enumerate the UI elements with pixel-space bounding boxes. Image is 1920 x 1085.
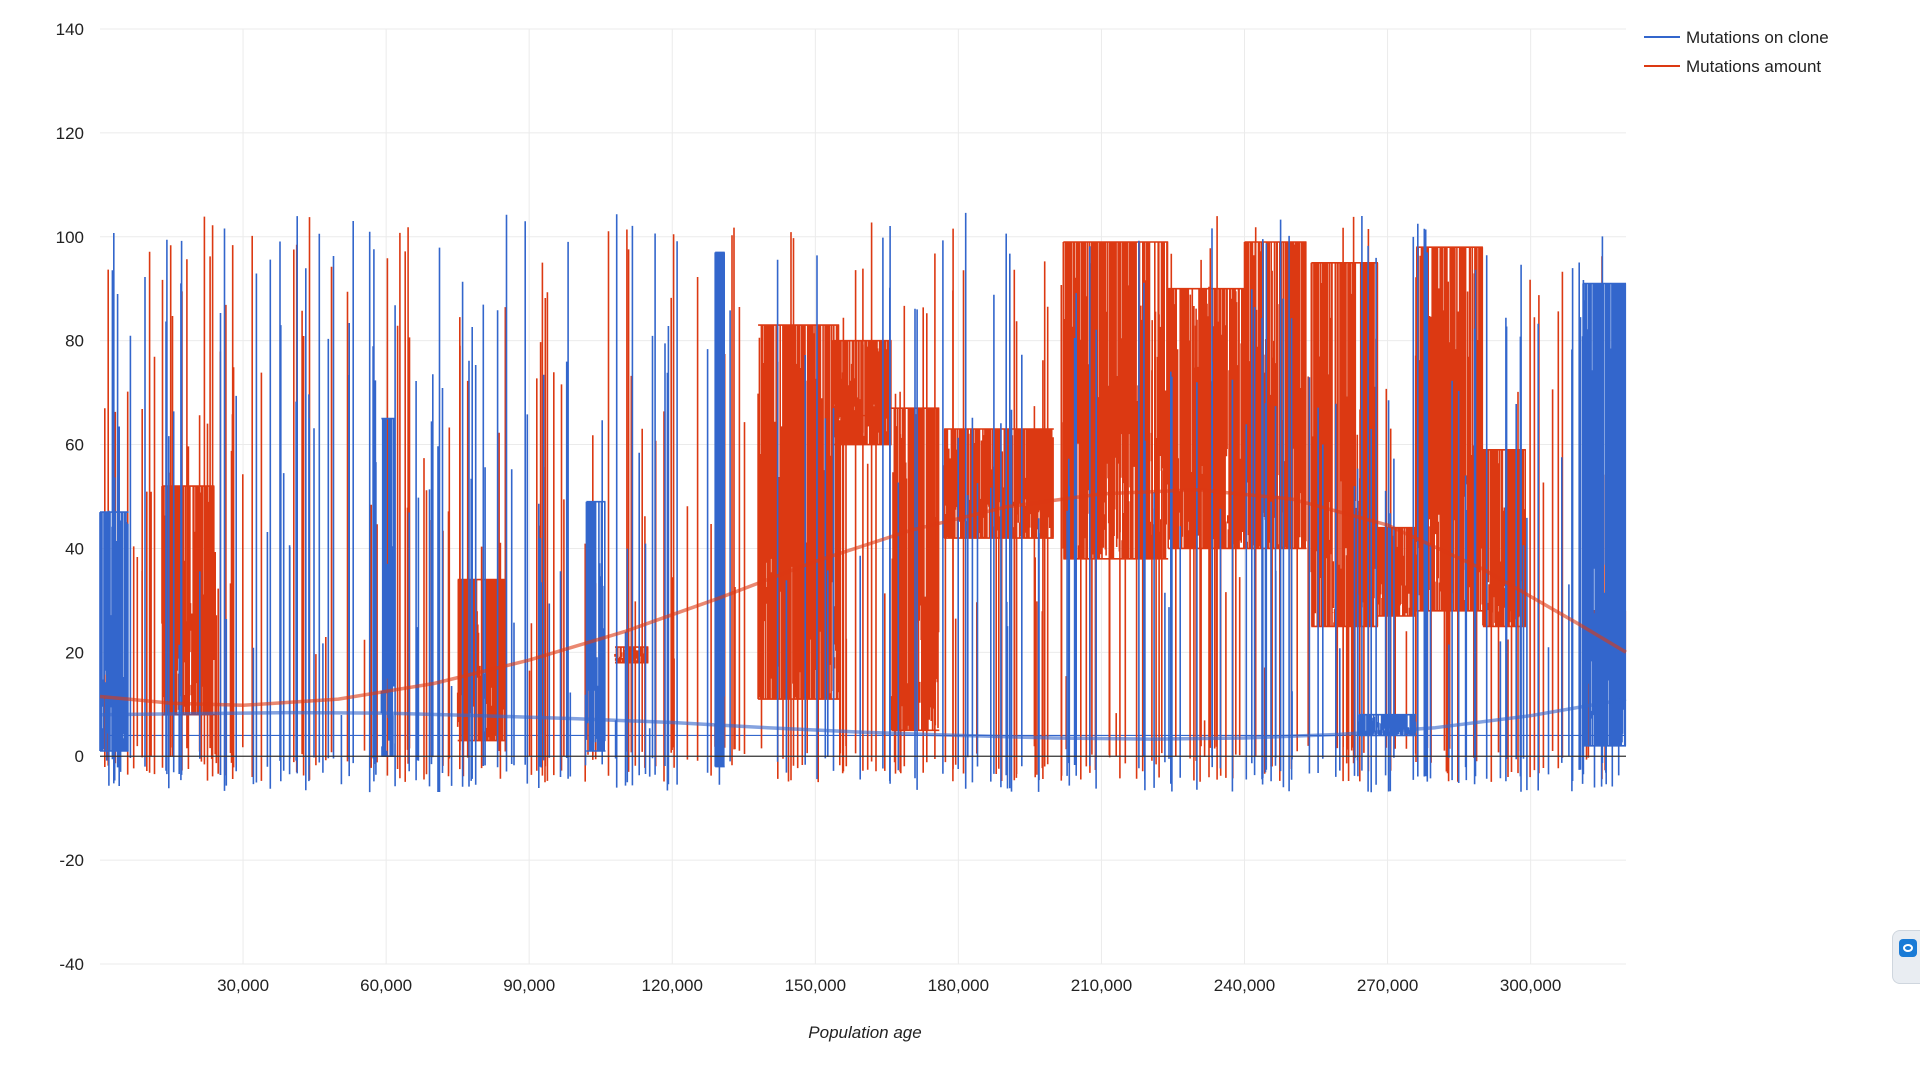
x-tick-label: 300,000 bbox=[1500, 976, 1561, 995]
x-tick-label: 270,000 bbox=[1357, 976, 1418, 995]
x-axis-title: Population age bbox=[808, 1023, 921, 1042]
series-0-trendline bbox=[99, 697, 1627, 741]
x-tick-label: 60,000 bbox=[360, 976, 412, 995]
y-axis-tick-labels: 140 120 100 80 60 40 20 0 -20 -40 bbox=[56, 20, 84, 974]
remote-support-tab[interactable] bbox=[1892, 930, 1920, 984]
series-1-trendline bbox=[99, 487, 1627, 708]
x-tick-label: 150,000 bbox=[785, 976, 846, 995]
y-tick-label: 100 bbox=[56, 228, 84, 247]
y-tick-label: 120 bbox=[56, 124, 84, 143]
y-tick-label: 60 bbox=[65, 436, 84, 455]
y-tick-label: 140 bbox=[56, 20, 84, 39]
y-tick-label: 40 bbox=[65, 539, 84, 558]
x-tick-label: 180,000 bbox=[928, 976, 989, 995]
y-tick-label: 80 bbox=[65, 332, 84, 351]
series-spike-layer bbox=[99, 212, 1627, 793]
x-tick-label: 120,000 bbox=[642, 976, 703, 995]
y-tick-label: 0 bbox=[75, 747, 84, 766]
x-tick-label: 210,000 bbox=[1071, 976, 1132, 995]
x-axis-tick-labels: 30,000 60,000 90,000 120,000 150,000 180,000 2… bbox=[217, 976, 1561, 995]
y-tick-label: 20 bbox=[65, 643, 84, 662]
legend-label-mutations-amount: Mutations amount bbox=[1686, 57, 1821, 76]
trendline-layer bbox=[99, 487, 1627, 741]
legend[interactable]: Mutations on clone Mutations amount bbox=[1644, 28, 1829, 76]
x-tick-label: 240,000 bbox=[1214, 976, 1275, 995]
legend-item-mutations-on-clone[interactable]: Mutations on clone bbox=[1644, 28, 1829, 47]
series-0-line bbox=[99, 212, 1627, 793]
remote-support-icon bbox=[1899, 939, 1917, 957]
series-0-spikes bbox=[99, 212, 1627, 793]
x-tick-label: 30,000 bbox=[217, 976, 269, 995]
x-tick-label: 90,000 bbox=[503, 976, 555, 995]
legend-label-mutations-on-clone: Mutations on clone bbox=[1686, 28, 1829, 47]
y-tick-label: -40 bbox=[59, 955, 84, 974]
y-tick-label: -20 bbox=[59, 851, 84, 870]
legend-item-mutations-amount[interactable]: Mutations amount bbox=[1644, 57, 1821, 76]
